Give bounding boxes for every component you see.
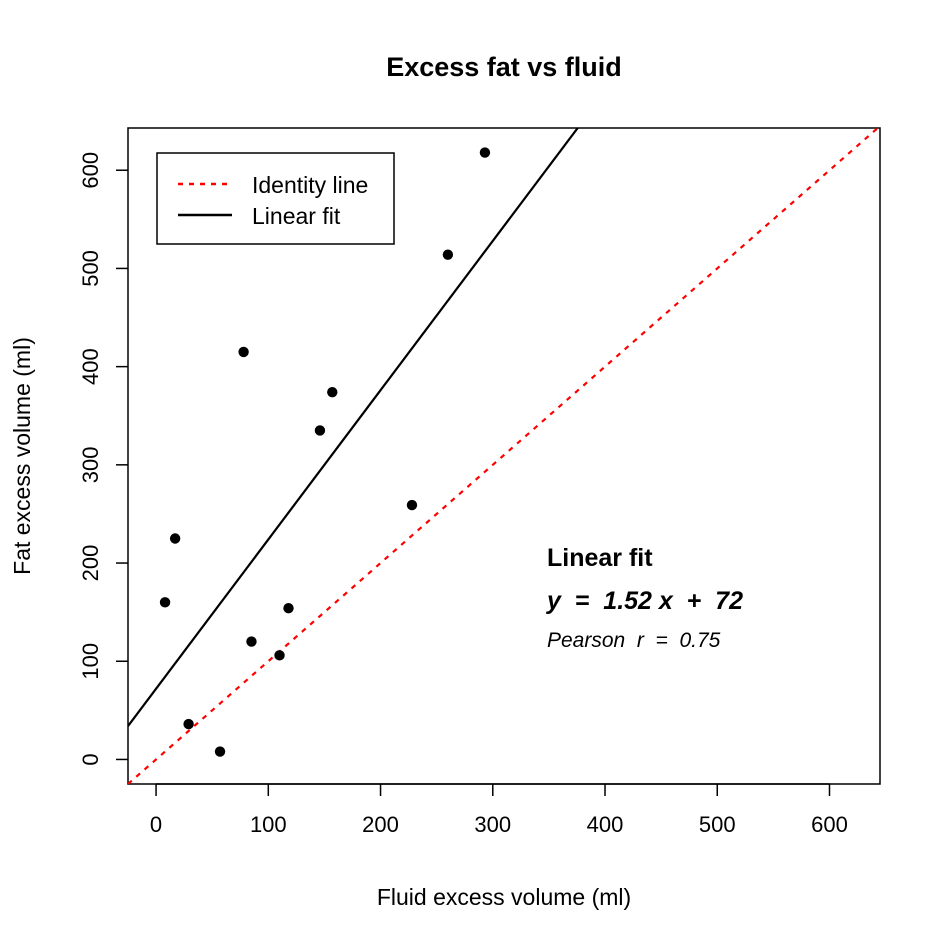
- y-axis-label: Fat excess volume (ml): [9, 337, 35, 575]
- x-tick-label: 0: [150, 812, 162, 837]
- y-tick-label: 400: [78, 348, 103, 385]
- annotation-equation: y = 1.52 x + 72: [545, 587, 743, 615]
- data-point: [442, 249, 454, 260]
- data-point: [314, 425, 326, 436]
- annotation-heading: Linear fit: [547, 544, 653, 572]
- x-tick-label: 400: [587, 812, 624, 837]
- data-point: [406, 499, 418, 511]
- data-point: [283, 603, 294, 614]
- legend-identity-label: Identity line: [252, 172, 368, 198]
- data-point: [327, 386, 338, 398]
- chart-title: Excess fat vs fluid: [386, 52, 622, 82]
- y-tick-label: 100: [78, 643, 103, 680]
- data-point: [183, 718, 194, 730]
- data-point: [238, 346, 249, 358]
- x-tick-label: 500: [699, 812, 736, 837]
- data-point: [479, 147, 491, 158]
- legend: Identity line Linear fit: [156, 152, 395, 245]
- identity-line: [128, 128, 880, 784]
- annotation-pearson: Pearson r = 0.75: [547, 629, 721, 652]
- x-tick-label: 600: [811, 812, 848, 837]
- y-tick-label: 500: [78, 250, 103, 287]
- data-point: [246, 636, 257, 647]
- data-point: [214, 746, 226, 757]
- data-point: [274, 650, 285, 661]
- x-tick-label: 300: [474, 812, 511, 837]
- y-tick-label: 200: [78, 545, 103, 582]
- data-point: [169, 533, 181, 544]
- y-tick-label: 600: [78, 152, 103, 189]
- x-tick-label: 100: [250, 812, 287, 837]
- x-tick-label: 200: [362, 812, 399, 837]
- fit-line: [128, 128, 580, 727]
- legend-box: [156, 152, 395, 245]
- legend-fit-label: Linear fit: [252, 203, 341, 229]
- y-tick-label: 0: [78, 753, 103, 765]
- y-tick-label: 300: [78, 446, 103, 483]
- data-point: [159, 597, 171, 608]
- x-axis-label: Fluid excess volume (ml): [377, 884, 631, 910]
